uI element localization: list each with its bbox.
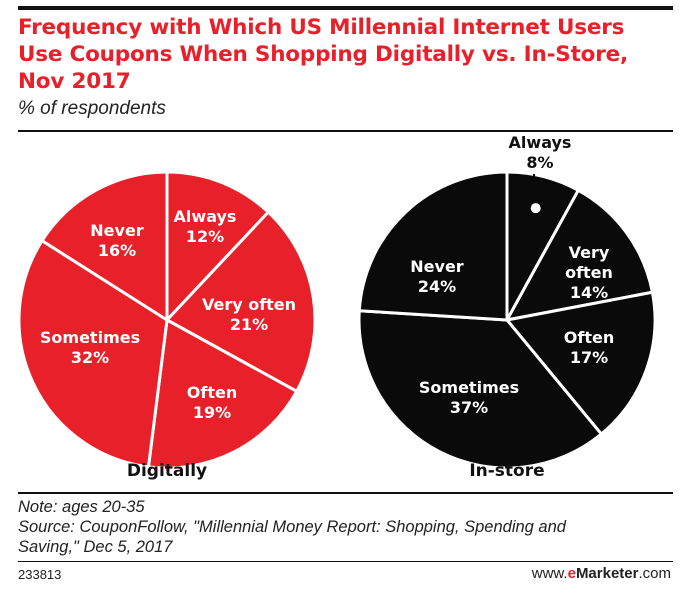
slice-in-store-sometimes <box>357 309 603 470</box>
slice-label-line: Very often <box>202 295 296 314</box>
slice-label-in-store-always: Always 8% <box>509 133 572 172</box>
slice-label-line: Often <box>187 383 237 402</box>
slice-label-digitally-never: Never 16% <box>90 221 144 260</box>
slice-digitally-always <box>165 170 270 322</box>
title-line-2: Use Coupons When Shopping Digitally vs. … <box>18 42 628 67</box>
slice-label-line: Always <box>174 207 237 226</box>
slice-label-line: Sometimes <box>419 378 519 397</box>
callout-leader-line <box>533 173 537 209</box>
slice-label-line: Never <box>90 221 144 240</box>
callout-dot <box>530 203 541 214</box>
brand-e: e <box>567 565 576 582</box>
slice-label-line: 16% <box>98 241 136 260</box>
slice-label-in-store-often: Often 17% <box>564 328 614 367</box>
slice-digitally-never <box>40 170 169 322</box>
pie-in-store: Always 8% Very often 14% Often 17% Sometimes 37%… <box>357 133 657 481</box>
slice-label-line: Never <box>410 257 464 276</box>
brand-suffix: .com <box>638 565 671 582</box>
slice-label-in-store-sometimes: Sometimes 37% <box>419 378 519 417</box>
slice-in-store-very-often <box>505 188 654 322</box>
bottom-divider <box>18 561 673 562</box>
slice-label-line: 17% <box>570 348 608 367</box>
slice-label-digitally-very-often: Very often 21% <box>202 295 296 334</box>
title-line-1: Frequency with Which US Millennial Inter… <box>18 15 625 40</box>
slice-label-line: 21% <box>230 315 268 334</box>
slice-label-line: 19% <box>193 403 231 422</box>
slice-label-line: Very <box>569 243 610 262</box>
slice-label-line: 8% <box>526 153 553 172</box>
title-line-3: Nov 2017 <box>18 69 131 94</box>
note-source-line-1: Source: CouponFollow, "Millennial Money … <box>18 518 566 536</box>
note-source-line-2: Saving," Dec 5, 2017 <box>18 538 173 556</box>
slice-digitally-very-often <box>165 210 317 393</box>
pie-digitally: Always 12% Very often 21% Often 19% Sometimes 3… <box>17 170 317 481</box>
slice-label-line: 12% <box>186 227 224 246</box>
slice-label-line: 32% <box>71 348 109 367</box>
brand-main: Marketer <box>575 565 639 582</box>
note-ages: Note: ages 20-35 <box>18 498 145 516</box>
pie-caption-in-store: In-store <box>469 461 544 481</box>
slice-label-digitally-sometimes: Sometimes 32% <box>40 328 140 367</box>
slice-label-line: 14% <box>570 283 608 302</box>
chart-title: Frequency with Which US Millennial Inter… <box>18 14 678 95</box>
slice-label-line: 24% <box>418 277 456 296</box>
pie-caption-digitally: Digitally <box>127 461 207 481</box>
chart-id: 233813 <box>18 567 62 582</box>
slice-label-line: Always <box>509 133 572 152</box>
slice-label-line: Sometimes <box>40 328 140 347</box>
brand-prefix: www. <box>531 565 568 582</box>
slice-in-store-never <box>357 170 509 322</box>
slice-label-digitally-always: Always 12% <box>174 207 237 246</box>
slice-label-line: often <box>565 263 613 282</box>
slice-label-line: Often <box>564 328 614 347</box>
slice-label-in-store-never: Never 24% <box>410 257 464 296</box>
slice-digitally-often <box>146 318 299 470</box>
top-rule <box>18 6 673 10</box>
slice-in-store-often <box>505 290 657 436</box>
slice-label-in-store-very-often: Very often 14% <box>565 243 613 302</box>
header-divider <box>18 130 673 132</box>
chart-subtitle: % of respondents <box>18 98 166 119</box>
emarketer-logo: www.eMarketer.com <box>532 565 671 582</box>
slice-label-line: 37% <box>450 398 488 417</box>
footer-divider <box>18 492 673 494</box>
slice-label-digitally-often: Often 19% <box>187 383 237 422</box>
notes: Note: ages 20-35 Source: CouponFollow, "… <box>18 497 566 557</box>
